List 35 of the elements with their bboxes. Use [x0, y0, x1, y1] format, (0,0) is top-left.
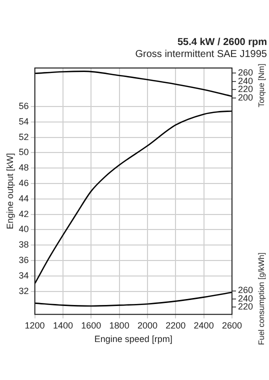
x-tick-label: 1800: [109, 320, 130, 330]
y-tick-label: 36: [18, 254, 29, 265]
y2-tick-label: 220: [238, 84, 254, 94]
x-tick-label: 1600: [81, 320, 102, 330]
x-tick-label: 1200: [24, 320, 45, 330]
y-tick-label: 46: [18, 178, 29, 188]
y-tick-label: 32: [18, 286, 29, 296]
y-tick-label: 44: [18, 193, 29, 204]
y3-tick-label: 260: [238, 285, 254, 296]
y3-axis-title: Fuel consumption [g/kWh]: [257, 252, 266, 346]
x-axis-title: Engine speed [rpm]: [94, 334, 172, 344]
y-tick-label: 52: [18, 132, 29, 142]
y3-tick-label: 240: [238, 293, 254, 304]
y-tick-label: 56: [18, 100, 29, 111]
x-tick-label: 1400: [52, 320, 73, 330]
y2-tick-label: 200: [238, 92, 254, 102]
x-tick-label: 2200: [166, 320, 186, 330]
y-tick-label: 48: [18, 162, 29, 173]
y-tick-label: 40: [18, 224, 29, 234]
y-tick-label: 42: [18, 208, 29, 219]
y-tick-label: 34: [18, 270, 29, 280]
chart-title: 55.4 kW / 2600 rpm: [178, 36, 268, 48]
y-axis-title: Engine output [kW]: [4, 153, 15, 230]
y2-tick-label: 260: [238, 67, 254, 78]
line-series: [34, 70, 232, 97]
y-tick-label: 54: [18, 116, 29, 126]
x-tick-label: 2400: [194, 320, 214, 330]
y-tick-label: 50: [18, 147, 29, 158]
chart-subtitle: Gross intermittent SAE J1995: [135, 48, 268, 60]
x-tick-label: 2600: [222, 320, 242, 330]
y2-axis-title: Torque [Nm]: [257, 64, 266, 108]
x-tick-label: 2000: [137, 320, 158, 330]
y-tick-label: 38: [18, 240, 29, 250]
y3-tick-label: 220: [238, 301, 254, 312]
y2-tick-label: 240: [238, 76, 254, 86]
